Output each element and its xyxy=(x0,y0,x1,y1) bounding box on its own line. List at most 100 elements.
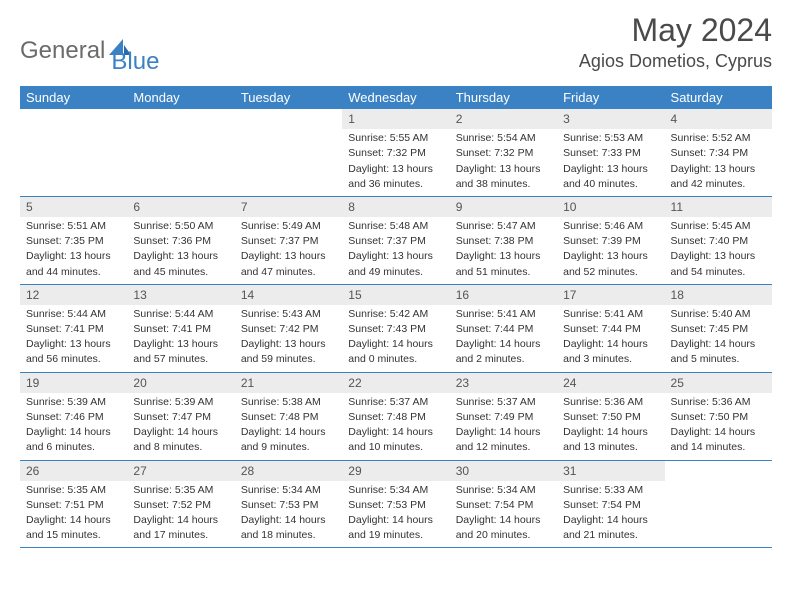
day-info: Sunrise: 5:42 AMSunset: 7:43 PMDaylight:… xyxy=(342,307,449,367)
daylight2-label: and 12 minutes. xyxy=(456,440,551,454)
day-cell: 6Sunrise: 5:50 AMSunset: 7:36 PMDaylight… xyxy=(127,197,234,284)
weekday-label: Thursday xyxy=(450,86,557,109)
day-cell: 22Sunrise: 5:37 AMSunset: 7:48 PMDayligh… xyxy=(342,373,449,460)
sunrise-label: Sunrise: 5:50 AM xyxy=(133,219,228,233)
daylight1-label: Daylight: 14 hours xyxy=(348,337,443,351)
day-cell: 23Sunrise: 5:37 AMSunset: 7:49 PMDayligh… xyxy=(450,373,557,460)
sunset-label: Sunset: 7:45 PM xyxy=(671,322,766,336)
day-info: Sunrise: 5:35 AMSunset: 7:51 PMDaylight:… xyxy=(20,483,127,543)
daylight2-label: and 59 minutes. xyxy=(241,352,336,366)
daylight1-label: Daylight: 13 hours xyxy=(26,249,121,263)
daylight2-label: and 56 minutes. xyxy=(26,352,121,366)
day-number: 26 xyxy=(20,461,127,481)
day-number: 2 xyxy=(450,109,557,129)
week-row: ...1Sunrise: 5:55 AMSunset: 7:32 PMDayli… xyxy=(20,109,772,197)
week-row: 19Sunrise: 5:39 AMSunset: 7:46 PMDayligh… xyxy=(20,373,772,461)
day-cell: 25Sunrise: 5:36 AMSunset: 7:50 PMDayligh… xyxy=(665,373,772,460)
daylight2-label: and 44 minutes. xyxy=(26,265,121,279)
sunrise-label: Sunrise: 5:44 AM xyxy=(26,307,121,321)
daylight1-label: Daylight: 13 hours xyxy=(456,162,551,176)
daylight1-label: Daylight: 14 hours xyxy=(241,513,336,527)
daylight2-label: and 20 minutes. xyxy=(456,528,551,542)
daylight2-label: and 14 minutes. xyxy=(671,440,766,454)
day-cell: . xyxy=(235,109,342,196)
sunrise-label: Sunrise: 5:42 AM xyxy=(348,307,443,321)
sunset-label: Sunset: 7:48 PM xyxy=(348,410,443,424)
daylight2-label: and 13 minutes. xyxy=(563,440,658,454)
weekday-label: Tuesday xyxy=(235,86,342,109)
sunset-label: Sunset: 7:36 PM xyxy=(133,234,228,248)
sunset-label: Sunset: 7:48 PM xyxy=(241,410,336,424)
daylight2-label: and 52 minutes. xyxy=(563,265,658,279)
sunset-label: Sunset: 7:53 PM xyxy=(241,498,336,512)
sunset-label: Sunset: 7:33 PM xyxy=(563,146,658,160)
day-cell: 29Sunrise: 5:34 AMSunset: 7:53 PMDayligh… xyxy=(342,461,449,548)
day-number: 30 xyxy=(450,461,557,481)
daylight1-label: Daylight: 13 hours xyxy=(348,249,443,263)
sunrise-label: Sunrise: 5:35 AM xyxy=(133,483,228,497)
day-number: 13 xyxy=(127,285,234,305)
day-cell: 2Sunrise: 5:54 AMSunset: 7:32 PMDaylight… xyxy=(450,109,557,196)
daylight2-label: and 51 minutes. xyxy=(456,265,551,279)
sunrise-label: Sunrise: 5:34 AM xyxy=(456,483,551,497)
day-info: Sunrise: 5:37 AMSunset: 7:48 PMDaylight:… xyxy=(342,395,449,455)
daylight1-label: Daylight: 14 hours xyxy=(456,337,551,351)
daylight1-label: Daylight: 14 hours xyxy=(563,337,658,351)
day-info: Sunrise: 5:39 AMSunset: 7:46 PMDaylight:… xyxy=(20,395,127,455)
daylight1-label: Daylight: 14 hours xyxy=(563,425,658,439)
sunrise-label: Sunrise: 5:40 AM xyxy=(671,307,766,321)
day-info: Sunrise: 5:46 AMSunset: 7:39 PMDaylight:… xyxy=(557,219,664,279)
sunset-label: Sunset: 7:37 PM xyxy=(348,234,443,248)
day-cell: 15Sunrise: 5:42 AMSunset: 7:43 PMDayligh… xyxy=(342,285,449,372)
daylight1-label: Daylight: 14 hours xyxy=(133,513,228,527)
day-info: Sunrise: 5:50 AMSunset: 7:36 PMDaylight:… xyxy=(127,219,234,279)
daylight1-label: Daylight: 14 hours xyxy=(26,513,121,527)
sunset-label: Sunset: 7:39 PM xyxy=(563,234,658,248)
daylight2-label: and 5 minutes. xyxy=(671,352,766,366)
day-cell: 18Sunrise: 5:40 AMSunset: 7:45 PMDayligh… xyxy=(665,285,772,372)
sunrise-label: Sunrise: 5:34 AM xyxy=(241,483,336,497)
daylight2-label: and 47 minutes. xyxy=(241,265,336,279)
day-cell: 3Sunrise: 5:53 AMSunset: 7:33 PMDaylight… xyxy=(557,109,664,196)
day-number: 9 xyxy=(450,197,557,217)
daylight1-label: Daylight: 14 hours xyxy=(563,513,658,527)
daylight2-label: and 6 minutes. xyxy=(26,440,121,454)
sunrise-label: Sunrise: 5:41 AM xyxy=(563,307,658,321)
daylight1-label: Daylight: 13 hours xyxy=(348,162,443,176)
day-number: 18 xyxy=(665,285,772,305)
daylight1-label: Daylight: 13 hours xyxy=(456,249,551,263)
day-cell: 4Sunrise: 5:52 AMSunset: 7:34 PMDaylight… xyxy=(665,109,772,196)
sunset-label: Sunset: 7:50 PM xyxy=(671,410,766,424)
day-info: Sunrise: 5:44 AMSunset: 7:41 PMDaylight:… xyxy=(20,307,127,367)
sunrise-label: Sunrise: 5:37 AM xyxy=(456,395,551,409)
sunset-label: Sunset: 7:54 PM xyxy=(563,498,658,512)
day-number: 22 xyxy=(342,373,449,393)
sunrise-label: Sunrise: 5:37 AM xyxy=(348,395,443,409)
calendar: SundayMondayTuesdayWednesdayThursdayFrid… xyxy=(20,86,772,548)
sunset-label: Sunset: 7:44 PM xyxy=(563,322,658,336)
day-number: 5 xyxy=(20,197,127,217)
weekday-label: Wednesday xyxy=(342,86,449,109)
day-number: 24 xyxy=(557,373,664,393)
sunset-label: Sunset: 7:42 PM xyxy=(241,322,336,336)
day-number: 16 xyxy=(450,285,557,305)
day-number: 28 xyxy=(235,461,342,481)
day-info: Sunrise: 5:34 AMSunset: 7:53 PMDaylight:… xyxy=(342,483,449,543)
daylight1-label: Daylight: 14 hours xyxy=(241,425,336,439)
daylight2-label: and 21 minutes. xyxy=(563,528,658,542)
sunset-label: Sunset: 7:50 PM xyxy=(563,410,658,424)
sunrise-label: Sunrise: 5:41 AM xyxy=(456,307,551,321)
logo-text-blue: Blue xyxy=(111,48,159,76)
title-block: May 2024 Agios Dometios, Cyprus xyxy=(579,12,772,72)
day-cell: 31Sunrise: 5:33 AMSunset: 7:54 PMDayligh… xyxy=(557,461,664,548)
sunset-label: Sunset: 7:49 PM xyxy=(456,410,551,424)
daylight1-label: Daylight: 14 hours xyxy=(133,425,228,439)
day-info: Sunrise: 5:38 AMSunset: 7:48 PMDaylight:… xyxy=(235,395,342,455)
day-cell: 10Sunrise: 5:46 AMSunset: 7:39 PMDayligh… xyxy=(557,197,664,284)
week-row: 12Sunrise: 5:44 AMSunset: 7:41 PMDayligh… xyxy=(20,285,772,373)
daylight2-label: and 8 minutes. xyxy=(133,440,228,454)
day-cell: 26Sunrise: 5:35 AMSunset: 7:51 PMDayligh… xyxy=(20,461,127,548)
day-cell: 9Sunrise: 5:47 AMSunset: 7:38 PMDaylight… xyxy=(450,197,557,284)
day-info: Sunrise: 5:36 AMSunset: 7:50 PMDaylight:… xyxy=(557,395,664,455)
day-cell: 17Sunrise: 5:41 AMSunset: 7:44 PMDayligh… xyxy=(557,285,664,372)
